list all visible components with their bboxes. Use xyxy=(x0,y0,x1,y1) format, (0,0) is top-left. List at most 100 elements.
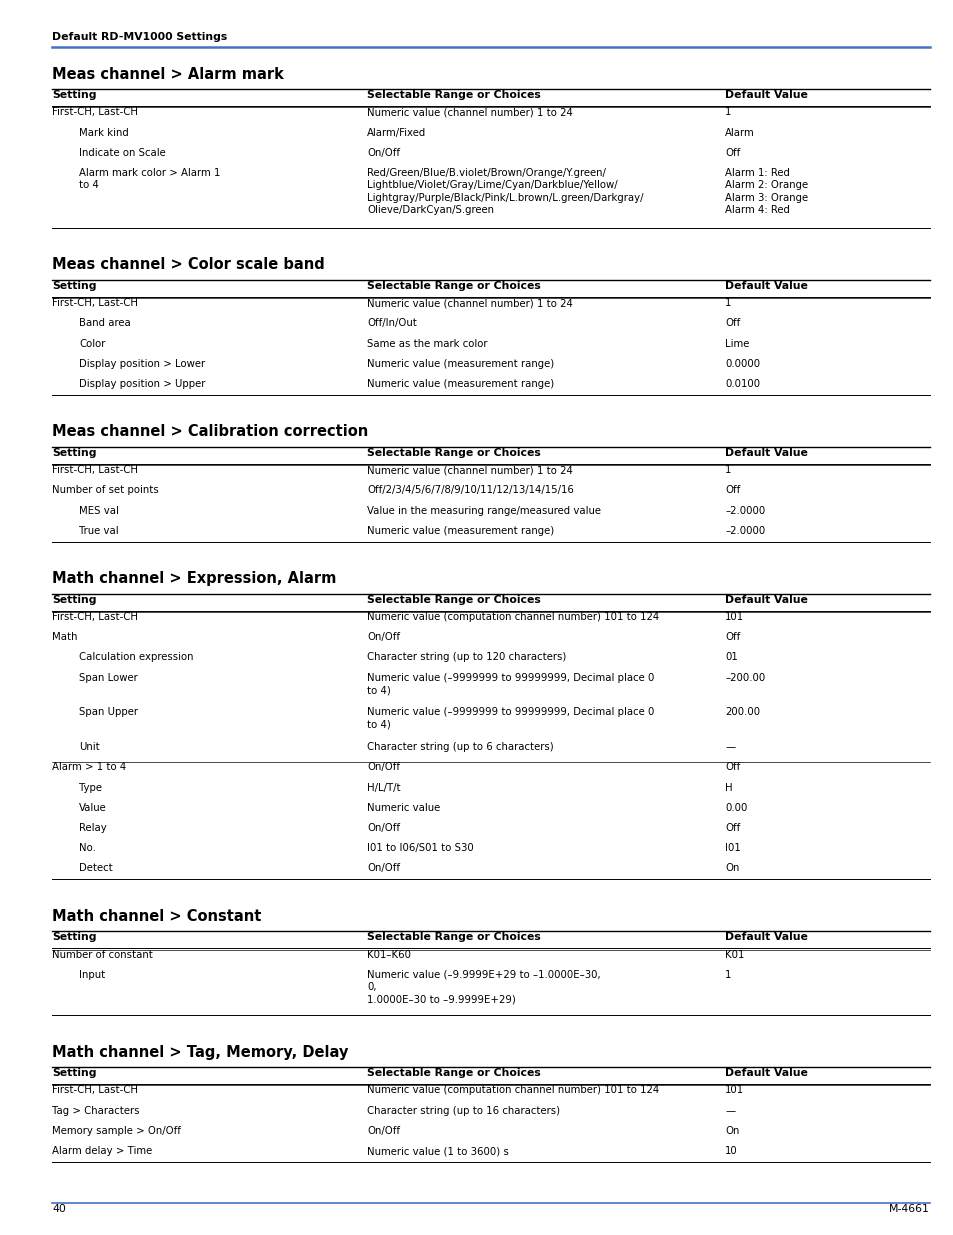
Text: –2.0000: –2.0000 xyxy=(724,505,764,515)
Text: 1: 1 xyxy=(724,107,731,117)
Text: First-CH, Last-CH: First-CH, Last-CH xyxy=(52,107,138,117)
Text: 1: 1 xyxy=(724,298,731,309)
Text: Type: Type xyxy=(79,783,102,793)
Text: 200.00: 200.00 xyxy=(724,708,760,718)
Text: Selectable Range or Choices: Selectable Range or Choices xyxy=(367,448,540,458)
Text: Default Value: Default Value xyxy=(724,1068,807,1078)
Text: On/Off: On/Off xyxy=(367,762,400,772)
Text: Setting: Setting xyxy=(52,280,97,291)
Text: True val: True val xyxy=(79,526,119,536)
Text: Off: Off xyxy=(724,148,740,158)
Text: Setting: Setting xyxy=(52,1068,97,1078)
Text: 101: 101 xyxy=(724,1086,743,1095)
Text: K01–K60: K01–K60 xyxy=(367,950,411,960)
Text: Character string (up to 120 characters): Character string (up to 120 characters) xyxy=(367,652,566,662)
Text: Selectable Range or Choices: Selectable Range or Choices xyxy=(367,280,540,291)
Text: Selectable Range or Choices: Selectable Range or Choices xyxy=(367,595,540,605)
Text: Default Value: Default Value xyxy=(724,90,807,100)
Text: Numeric value (computation channel number) 101 to 124: Numeric value (computation channel numbe… xyxy=(367,613,659,622)
Text: Number of set points: Number of set points xyxy=(52,485,159,495)
Text: –2.0000: –2.0000 xyxy=(724,526,764,536)
Text: Off: Off xyxy=(724,762,740,772)
Text: Calculation expression: Calculation expression xyxy=(79,652,193,662)
Text: I01: I01 xyxy=(724,844,740,853)
Text: Same as the mark color: Same as the mark color xyxy=(367,338,487,348)
Text: No.: No. xyxy=(79,844,96,853)
Text: Off: Off xyxy=(724,823,740,834)
Text: Relay: Relay xyxy=(79,823,107,834)
Text: Default Value: Default Value xyxy=(724,280,807,291)
Text: —: — xyxy=(724,742,735,752)
Text: Alarm delay > Time: Alarm delay > Time xyxy=(52,1146,152,1156)
Text: Default Value: Default Value xyxy=(724,932,807,942)
Text: Default Value: Default Value xyxy=(724,595,807,605)
Text: Setting: Setting xyxy=(52,595,97,605)
Text: Numeric value (computation channel number) 101 to 124: Numeric value (computation channel numbe… xyxy=(367,1086,659,1095)
Text: Meas channel > Alarm mark: Meas channel > Alarm mark xyxy=(52,67,284,82)
Text: 0.0100: 0.0100 xyxy=(724,379,760,389)
Text: Numeric value (channel number) 1 to 24: Numeric value (channel number) 1 to 24 xyxy=(367,298,573,309)
Text: K01: K01 xyxy=(724,950,743,960)
Text: Setting: Setting xyxy=(52,932,97,942)
Text: Unit: Unit xyxy=(79,742,100,752)
Text: Alarm: Alarm xyxy=(724,127,754,137)
Text: Color: Color xyxy=(79,338,106,348)
Text: Numeric value (–9999999 to 99999999, Decimal place 0
to 4): Numeric value (–9999999 to 99999999, Dec… xyxy=(367,708,654,730)
Text: Value: Value xyxy=(79,803,107,813)
Text: Math channel > Expression, Alarm: Math channel > Expression, Alarm xyxy=(52,572,336,587)
Text: Span Upper: Span Upper xyxy=(79,708,138,718)
Text: Off: Off xyxy=(724,632,740,642)
Text: M-4661: M-4661 xyxy=(888,1204,929,1214)
Text: Alarm > 1 to 4: Alarm > 1 to 4 xyxy=(52,762,127,772)
Text: Off: Off xyxy=(724,319,740,329)
Text: Input: Input xyxy=(79,969,106,979)
Text: Alarm mark color > Alarm 1
to 4: Alarm mark color > Alarm 1 to 4 xyxy=(79,168,220,190)
Text: Math channel > Tag, Memory, Delay: Math channel > Tag, Memory, Delay xyxy=(52,1045,349,1060)
Text: Meas channel > Calibration correction: Meas channel > Calibration correction xyxy=(52,425,368,440)
Text: Numeric value (channel number) 1 to 24: Numeric value (channel number) 1 to 24 xyxy=(367,466,573,475)
Text: Numeric value (measurement range): Numeric value (measurement range) xyxy=(367,358,554,369)
Text: Red/Green/Blue/B.violet/Brown/Orange/Y.green/
Lightblue/Violet/Gray/Lime/Cyan/Da: Red/Green/Blue/B.violet/Brown/Orange/Y.g… xyxy=(367,168,643,215)
Text: Numeric value (measurement range): Numeric value (measurement range) xyxy=(367,379,554,389)
Text: Selectable Range or Choices: Selectable Range or Choices xyxy=(367,1068,540,1078)
Text: Character string (up to 16 characters): Character string (up to 16 characters) xyxy=(367,1105,559,1115)
Text: Lime: Lime xyxy=(724,338,749,348)
Text: 1: 1 xyxy=(724,969,731,979)
Text: 0.0000: 0.0000 xyxy=(724,358,760,369)
Text: Tag > Characters: Tag > Characters xyxy=(52,1105,140,1115)
Text: Meas channel > Color scale band: Meas channel > Color scale band xyxy=(52,257,325,273)
Text: Setting: Setting xyxy=(52,90,97,100)
Text: Number of constant: Number of constant xyxy=(52,950,153,960)
Text: Display position > Lower: Display position > Lower xyxy=(79,358,205,369)
Text: 40: 40 xyxy=(52,1204,67,1214)
Text: 101: 101 xyxy=(724,613,743,622)
Text: Math: Math xyxy=(52,632,78,642)
Text: 10: 10 xyxy=(724,1146,737,1156)
Text: On: On xyxy=(724,1126,739,1136)
Text: Default Value: Default Value xyxy=(724,448,807,458)
Text: Alarm/Fixed: Alarm/Fixed xyxy=(367,127,426,137)
Text: Off: Off xyxy=(724,485,740,495)
Text: Numeric value (channel number) 1 to 24: Numeric value (channel number) 1 to 24 xyxy=(367,107,573,117)
Text: Default RD-MV1000 Settings: Default RD-MV1000 Settings xyxy=(52,32,228,42)
Text: Span Lower: Span Lower xyxy=(79,673,138,683)
Text: On: On xyxy=(724,863,739,873)
Text: –200.00: –200.00 xyxy=(724,673,764,683)
Text: On/Off: On/Off xyxy=(367,148,400,158)
Text: Selectable Range or Choices: Selectable Range or Choices xyxy=(367,932,540,942)
Text: First-CH, Last-CH: First-CH, Last-CH xyxy=(52,613,138,622)
Text: Band area: Band area xyxy=(79,319,131,329)
Text: On/Off: On/Off xyxy=(367,863,400,873)
Text: 0.00: 0.00 xyxy=(724,803,746,813)
Text: Indicate on Scale: Indicate on Scale xyxy=(79,148,166,158)
Text: Selectable Range or Choices: Selectable Range or Choices xyxy=(367,90,540,100)
Text: 1: 1 xyxy=(724,466,731,475)
Text: First-CH, Last-CH: First-CH, Last-CH xyxy=(52,1086,138,1095)
Text: On/Off: On/Off xyxy=(367,1126,400,1136)
Text: Numeric value: Numeric value xyxy=(367,803,440,813)
Text: Math channel > Constant: Math channel > Constant xyxy=(52,909,261,924)
Text: On/Off: On/Off xyxy=(367,632,400,642)
Text: H: H xyxy=(724,783,732,793)
Text: Setting: Setting xyxy=(52,448,97,458)
Text: MES val: MES val xyxy=(79,505,119,515)
